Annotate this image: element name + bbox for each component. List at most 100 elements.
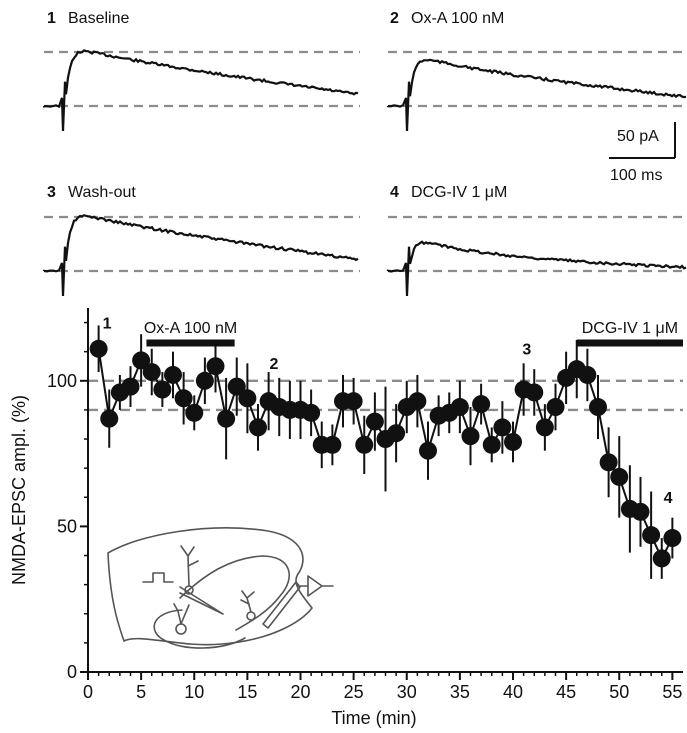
data-point [472, 395, 491, 414]
granule-cell-dendrite [173, 603, 190, 625]
amplifier-icon [297, 575, 334, 597]
data-point [525, 383, 544, 402]
stimulus-step-icon [142, 572, 174, 583]
x-tick-label: 15 [237, 682, 257, 702]
scale-time-label: 100 ms [610, 167, 662, 184]
trace-number: 4 [390, 184, 399, 201]
data-point [387, 424, 406, 443]
data-point [493, 418, 512, 437]
x-tick-label: 20 [290, 682, 310, 702]
trace-title: Wash-out [68, 184, 136, 201]
data-point [408, 392, 427, 411]
data-point [504, 432, 522, 451]
treatment-label: DCG-IV 1 μM [582, 320, 678, 337]
data-point [249, 418, 267, 437]
data-point [89, 339, 108, 358]
time-marker-label: 2 [269, 356, 278, 373]
granule-cell-soma [175, 623, 187, 635]
data-point [589, 398, 607, 417]
axis-ticks: 0 5 10 15 20 25 30 35 40 45 50 55 0 50 100 [47, 321, 682, 702]
scale-amplitude-label: 50 pA [617, 128, 659, 145]
data-point [185, 403, 204, 422]
data-point [599, 453, 618, 472]
data-series [89, 325, 682, 579]
trace-title: Baseline [68, 10, 129, 27]
trace-number: 1 [47, 10, 56, 27]
scale-bar: 50 pA 100 ms [609, 122, 676, 184]
x-tick-label: 5 [136, 682, 146, 702]
data-point [578, 365, 597, 384]
x-tick-label: 55 [662, 682, 682, 702]
data-point [482, 435, 501, 454]
x-tick-label: 45 [556, 682, 576, 702]
data-point [195, 371, 214, 390]
treatment-bars: Ox-A 100 nM DCG-IV 1 μM [144, 320, 683, 347]
trace-panel-2: 2 Ox-A 100 nM [386, 10, 687, 132]
data-point [206, 357, 225, 376]
pyramidal-cell-dendrite [180, 545, 199, 587]
y-tick-label: 100 [47, 371, 77, 391]
trace-panel-1: 1 Baseline [42, 10, 360, 132]
data-point [174, 389, 193, 408]
time-course-chart: Ox-A 100 nM DCG-IV 1 μM 0 5 10 15 20 25 30 35 40 4… [9, 308, 683, 728]
x-tick-label: 30 [397, 682, 417, 702]
data-point [365, 412, 384, 431]
treatment-label: Ox-A 100 nM [144, 320, 237, 337]
data-point [355, 435, 374, 454]
data-point [302, 403, 321, 422]
x-tick-label: 40 [503, 682, 523, 702]
data-point [631, 502, 650, 521]
data-point [238, 389, 257, 408]
trace-panel-3: 3 Wash-out [42, 184, 360, 297]
data-point [217, 409, 236, 428]
trace-title: Ox-A 100 nM [411, 10, 504, 27]
data-point [227, 377, 246, 396]
data-point [450, 398, 469, 417]
x-axis-label: Time (min) [331, 708, 416, 728]
x-tick-label: 50 [609, 682, 629, 702]
data-point [642, 526, 661, 545]
dentate-gyrus-arc [153, 609, 246, 649]
data-point [153, 380, 172, 399]
time-marker-label: 3 [522, 342, 531, 359]
data-point [323, 435, 342, 454]
y-tick-label: 0 [67, 662, 77, 682]
y-axis-label: NMDA-EPSC ampl. (%) [9, 395, 29, 585]
recorded-cell-soma [246, 611, 256, 621]
data-point [132, 351, 151, 370]
trace-number: 3 [47, 184, 56, 201]
ca-region-arc [179, 555, 290, 631]
trace-title: DCG-IV 1 μM [411, 184, 507, 201]
data-point [419, 441, 437, 460]
x-tick-label: 0 [83, 682, 93, 702]
data-point [100, 409, 119, 428]
data-point [652, 549, 671, 568]
trace-number: 2 [390, 10, 399, 27]
y-tick-label: 50 [57, 516, 77, 536]
time-markers: 1 2 3 4 [103, 315, 673, 507]
stimulating-electrode [179, 586, 224, 615]
data-point [535, 418, 554, 437]
x-tick-label: 25 [344, 682, 364, 702]
epsc-trace [42, 49, 359, 132]
time-marker-label: 1 [103, 315, 112, 332]
hippocampal-slice-diagram [107, 527, 334, 649]
time-marker-label: 4 [664, 490, 673, 507]
x-tick-label: 35 [450, 682, 470, 702]
slice-outline [107, 527, 313, 646]
data-point [164, 365, 182, 384]
x-tick-label: 10 [184, 682, 204, 702]
trace-panel-4: 4 DCG-IV 1 μM [386, 184, 687, 297]
epsc-trace [386, 58, 687, 132]
data-point [461, 427, 480, 446]
data-point [663, 529, 682, 548]
data-point [344, 392, 363, 411]
data-point [142, 363, 161, 382]
epsc-trace [42, 214, 359, 297]
recorded-cell-dendrite [240, 590, 255, 613]
data-point [610, 467, 629, 486]
data-point [546, 398, 565, 417]
data-point [121, 377, 140, 396]
recording-electrode [262, 581, 301, 629]
